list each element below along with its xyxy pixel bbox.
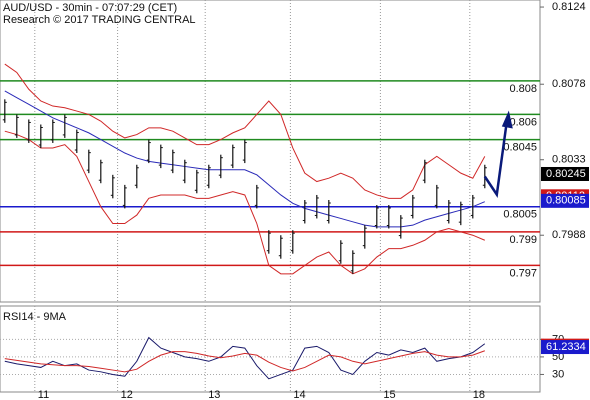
level-label: 0.806 [509, 116, 537, 128]
level-label: 0.808 [509, 83, 537, 95]
level-label: 0.8005 [503, 209, 537, 221]
level-label: 0.797 [509, 267, 537, 279]
price-box [541, 340, 589, 355]
level-label: 0.8045 [503, 141, 537, 153]
y-tick-label: 0.8124 [552, 1, 586, 13]
price-box-label: 61.2334 [546, 341, 586, 353]
x-tick-label: 15 [383, 389, 395, 400]
rsi-title: RSI14 - 9MA [3, 311, 67, 323]
x-tick-label: 11 [38, 389, 49, 400]
x-tick-label: 12 [121, 389, 133, 400]
price-box-label: 0.80245 [546, 168, 586, 180]
price-box-label: 0.80085 [546, 195, 586, 207]
y-tick-label: 0.8078 [552, 78, 586, 90]
x-tick-label: 18 [473, 389, 485, 400]
x-tick-label: 13 [208, 389, 220, 400]
indicator-line [4, 336, 486, 380]
level-label: 0.799 [509, 234, 537, 246]
y-tick-label: 30 [552, 368, 564, 380]
y-tick-label: 0.7988 [552, 229, 586, 241]
price-box [541, 166, 589, 181]
main-pane [0, 0, 541, 303]
y-tick-label: 0.8033 [552, 154, 586, 166]
indicator-line [4, 130, 485, 275]
chart-subtitle: Research © 2017 TRADING CENTRAL [3, 14, 196, 26]
rsi-pane [0, 305, 541, 393]
price-box [541, 193, 589, 208]
forecast-arrow [483, 121, 509, 198]
x-tick-label: 14 [293, 389, 305, 400]
indicator-line [4, 63, 486, 199]
indicator-line [4, 90, 485, 228]
chart-title: AUD/USD - 30min - 07:07:29 (CET) [3, 2, 177, 14]
indicator-line [4, 350, 485, 373]
forecast-arrow-head [501, 110, 513, 129]
